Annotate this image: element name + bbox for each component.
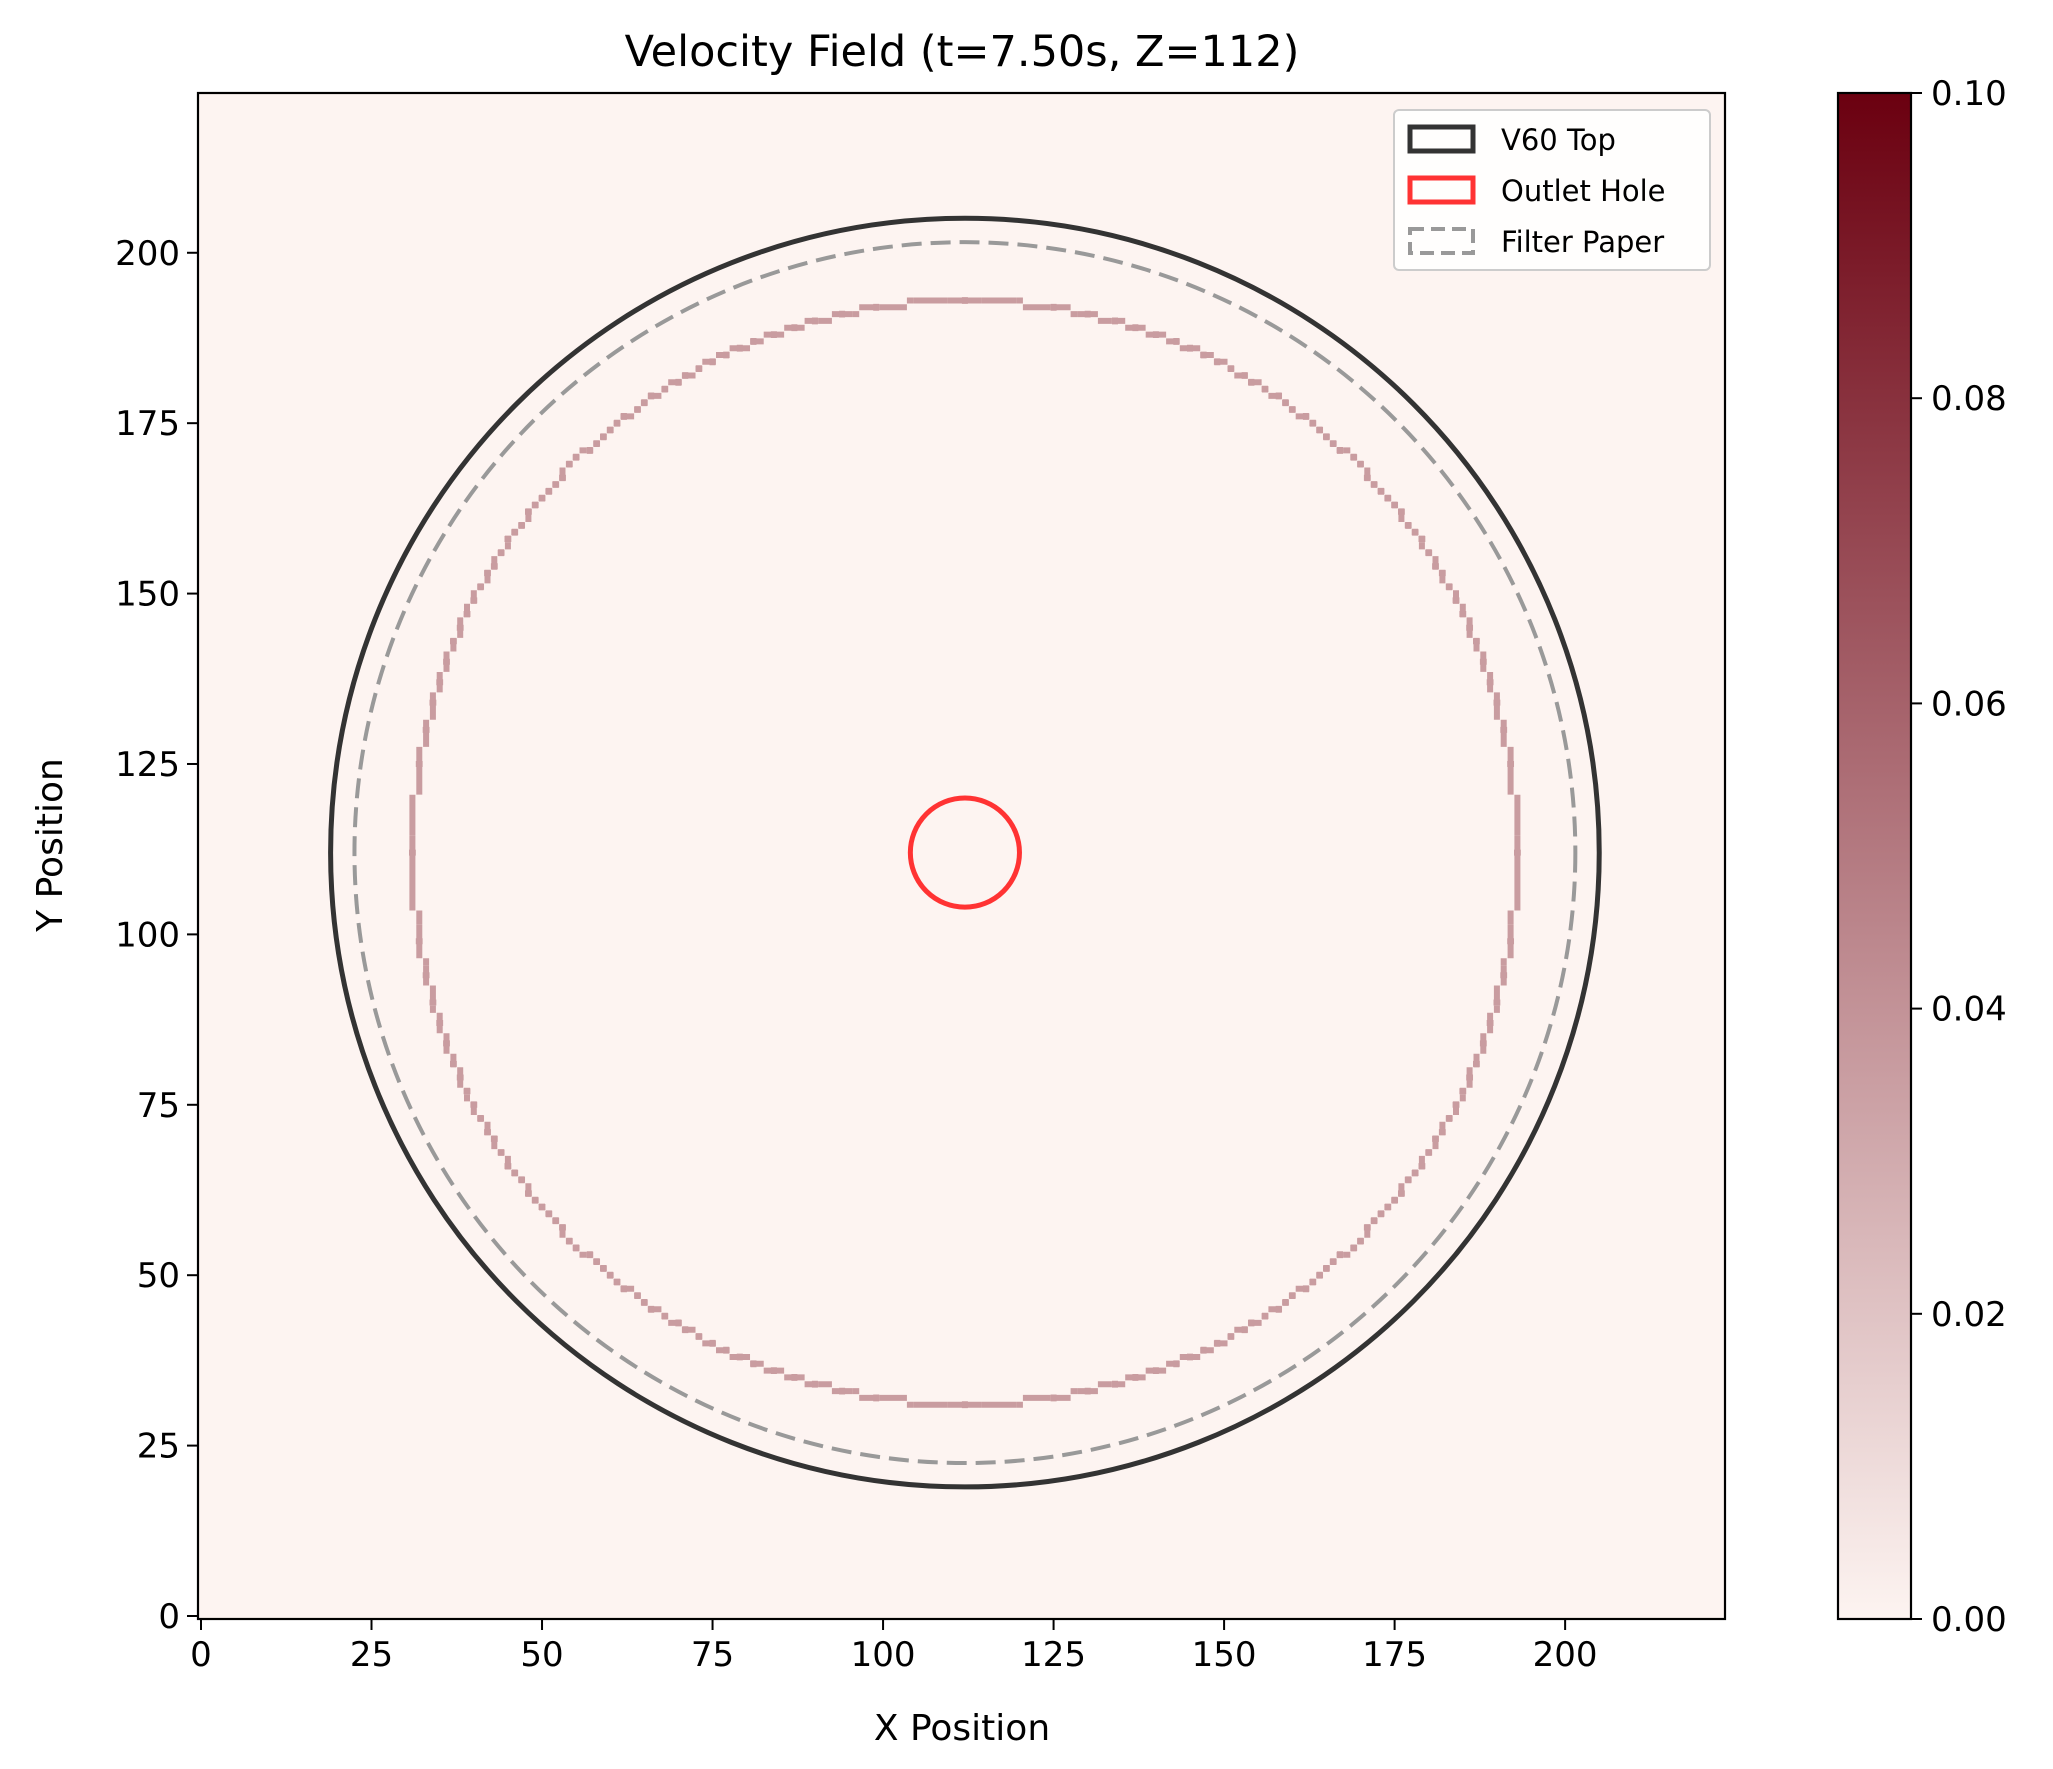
y-tick-label: 200: [115, 234, 180, 274]
legend-swatch: [1407, 124, 1476, 154]
legend-label: Outlet Hole: [1501, 174, 1666, 208]
chart-title: Velocity Field (t=7.50s, Z=112): [625, 27, 1300, 77]
legend-label: V60 Top: [1501, 123, 1616, 157]
legend-swatch: [1408, 227, 1475, 255]
x-tick-label: 25: [350, 1635, 393, 1675]
y-axis-label: Y Position: [30, 758, 71, 933]
y-tick-label: 0: [158, 1597, 180, 1637]
x-tick-label: 0: [190, 1635, 212, 1675]
axes-frame: [196, 91, 1727, 1621]
y-tick-label: 75: [137, 1086, 180, 1126]
y-tick-label: 125: [115, 745, 180, 785]
colorbar-tick-label: 0.00: [1931, 1600, 2007, 1640]
x-tick-label: 200: [1533, 1635, 1598, 1675]
x-tick-label: 50: [520, 1635, 563, 1675]
colorbar-tick-label: 0.04: [1931, 990, 2007, 1030]
colorbar-tick-label: 0.08: [1931, 379, 2007, 419]
legend-swatch: [1407, 175, 1476, 205]
colorbar-tick-label: 0.10: [1931, 74, 2007, 114]
velocity-ring: [409, 297, 1521, 1409]
x-axis-label: X Position: [874, 1708, 1050, 1749]
colorbar-gradient: [1836, 91, 1913, 1621]
y-tick-label: 150: [115, 575, 180, 615]
legend-label: Filter Paper: [1501, 225, 1664, 259]
plot-area: 0 25 50 75 100 125 150 175 200 0 25 50 75 100 125 150 17…: [115, 91, 1727, 1675]
y-tick-label: 25: [137, 1427, 180, 1467]
circle-v60-top: [328, 215, 1602, 1490]
legend: V60 Top Outlet Hole Filter Paper: [1393, 109, 1711, 271]
x-tick-label: 100: [851, 1635, 916, 1675]
circle-filter-paper: [352, 240, 1578, 1466]
x-tick-label: 175: [1362, 1635, 1427, 1675]
x-tick-label: 150: [1192, 1635, 1257, 1675]
colorbar-tick-label: 0.02: [1931, 1295, 2007, 1335]
colorbar: 0.00 0.02 0.04 0.06 0.08 0.10: [1836, 74, 2007, 1640]
y-tick-label: 50: [137, 1256, 180, 1296]
colorbar-tick-label: 0.06: [1931, 684, 2007, 724]
x-tick-label: 75: [691, 1635, 734, 1675]
heatmap-background: [198, 93, 1725, 1619]
circle-outlet-hole: [907, 795, 1022, 910]
y-tick-label: 100: [115, 915, 180, 955]
x-tick-label: 125: [1021, 1635, 1086, 1675]
y-tick-label: 175: [115, 404, 180, 444]
